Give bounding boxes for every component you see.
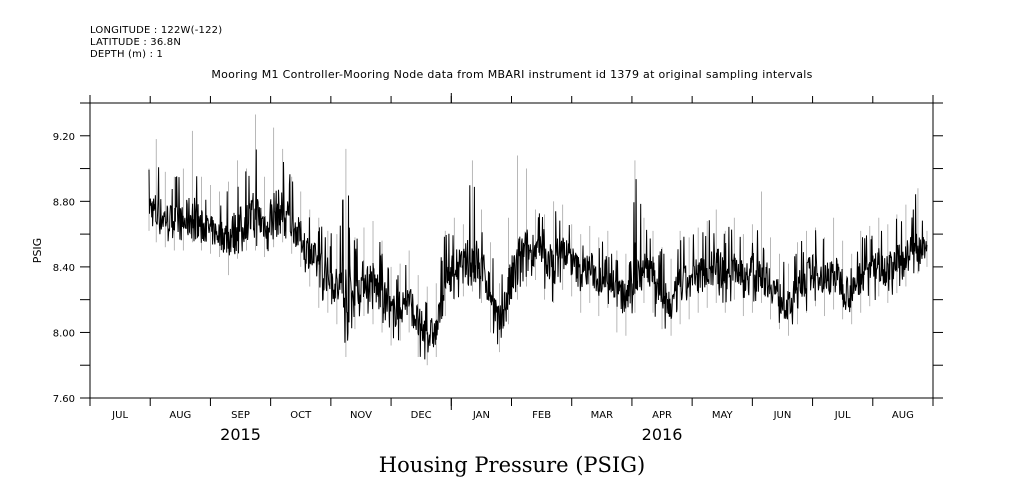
- x-tick-label: FEB: [532, 410, 551, 421]
- y-tick-label: 8.80: [53, 197, 75, 208]
- chart-title: Mooring M1 Controller-Mooring Node data …: [211, 68, 813, 81]
- series-housing-pressure: [148, 114, 928, 366]
- x-tick-label: DEC: [411, 410, 432, 421]
- x-tick-label: MAY: [712, 410, 734, 421]
- x-tick-label: JUL: [834, 410, 851, 421]
- year-label: 2016: [642, 425, 683, 444]
- x-tick-label: JUN: [773, 410, 792, 421]
- year-label: 2015: [220, 425, 261, 444]
- x-tick-label: NOV: [350, 410, 372, 421]
- y-tick-label: 8.00: [53, 328, 75, 339]
- x-tick-label: MAR: [591, 410, 613, 421]
- x-tick-label: SEP: [231, 410, 250, 421]
- x-axis: JUL AUG SEP OCT NOV DEC JAN FEB MAR APR MAY JUN JUL A…: [80, 93, 943, 444]
- y-tick-label: 7.60: [53, 394, 75, 405]
- y-axis-label: PSIG: [31, 238, 44, 263]
- series-line: [148, 149, 928, 360]
- depth-label: DEPTH (m) : 1: [90, 49, 164, 60]
- x-tick-label: OCT: [290, 410, 312, 421]
- x-tick-label: JAN: [472, 410, 490, 421]
- x-axis-label: Housing Pressure (PSIG): [378, 453, 646, 477]
- y-axis: 7.60 8.00 8.40 8.80 9.20: [53, 95, 943, 405]
- y-tick-label: 9.20: [53, 132, 75, 143]
- x-tick-label: AUG: [169, 410, 191, 421]
- x-tick-label: APR: [652, 410, 672, 421]
- x-tick-label: JUL: [111, 410, 128, 421]
- y-tick-label: 8.40: [53, 263, 75, 274]
- longitude-label: LONGITUDE : 122W(-122): [90, 25, 223, 36]
- x-tick-label: AUG: [892, 410, 914, 421]
- latitude-label: LATITUDE : 36.8N: [90, 37, 182, 48]
